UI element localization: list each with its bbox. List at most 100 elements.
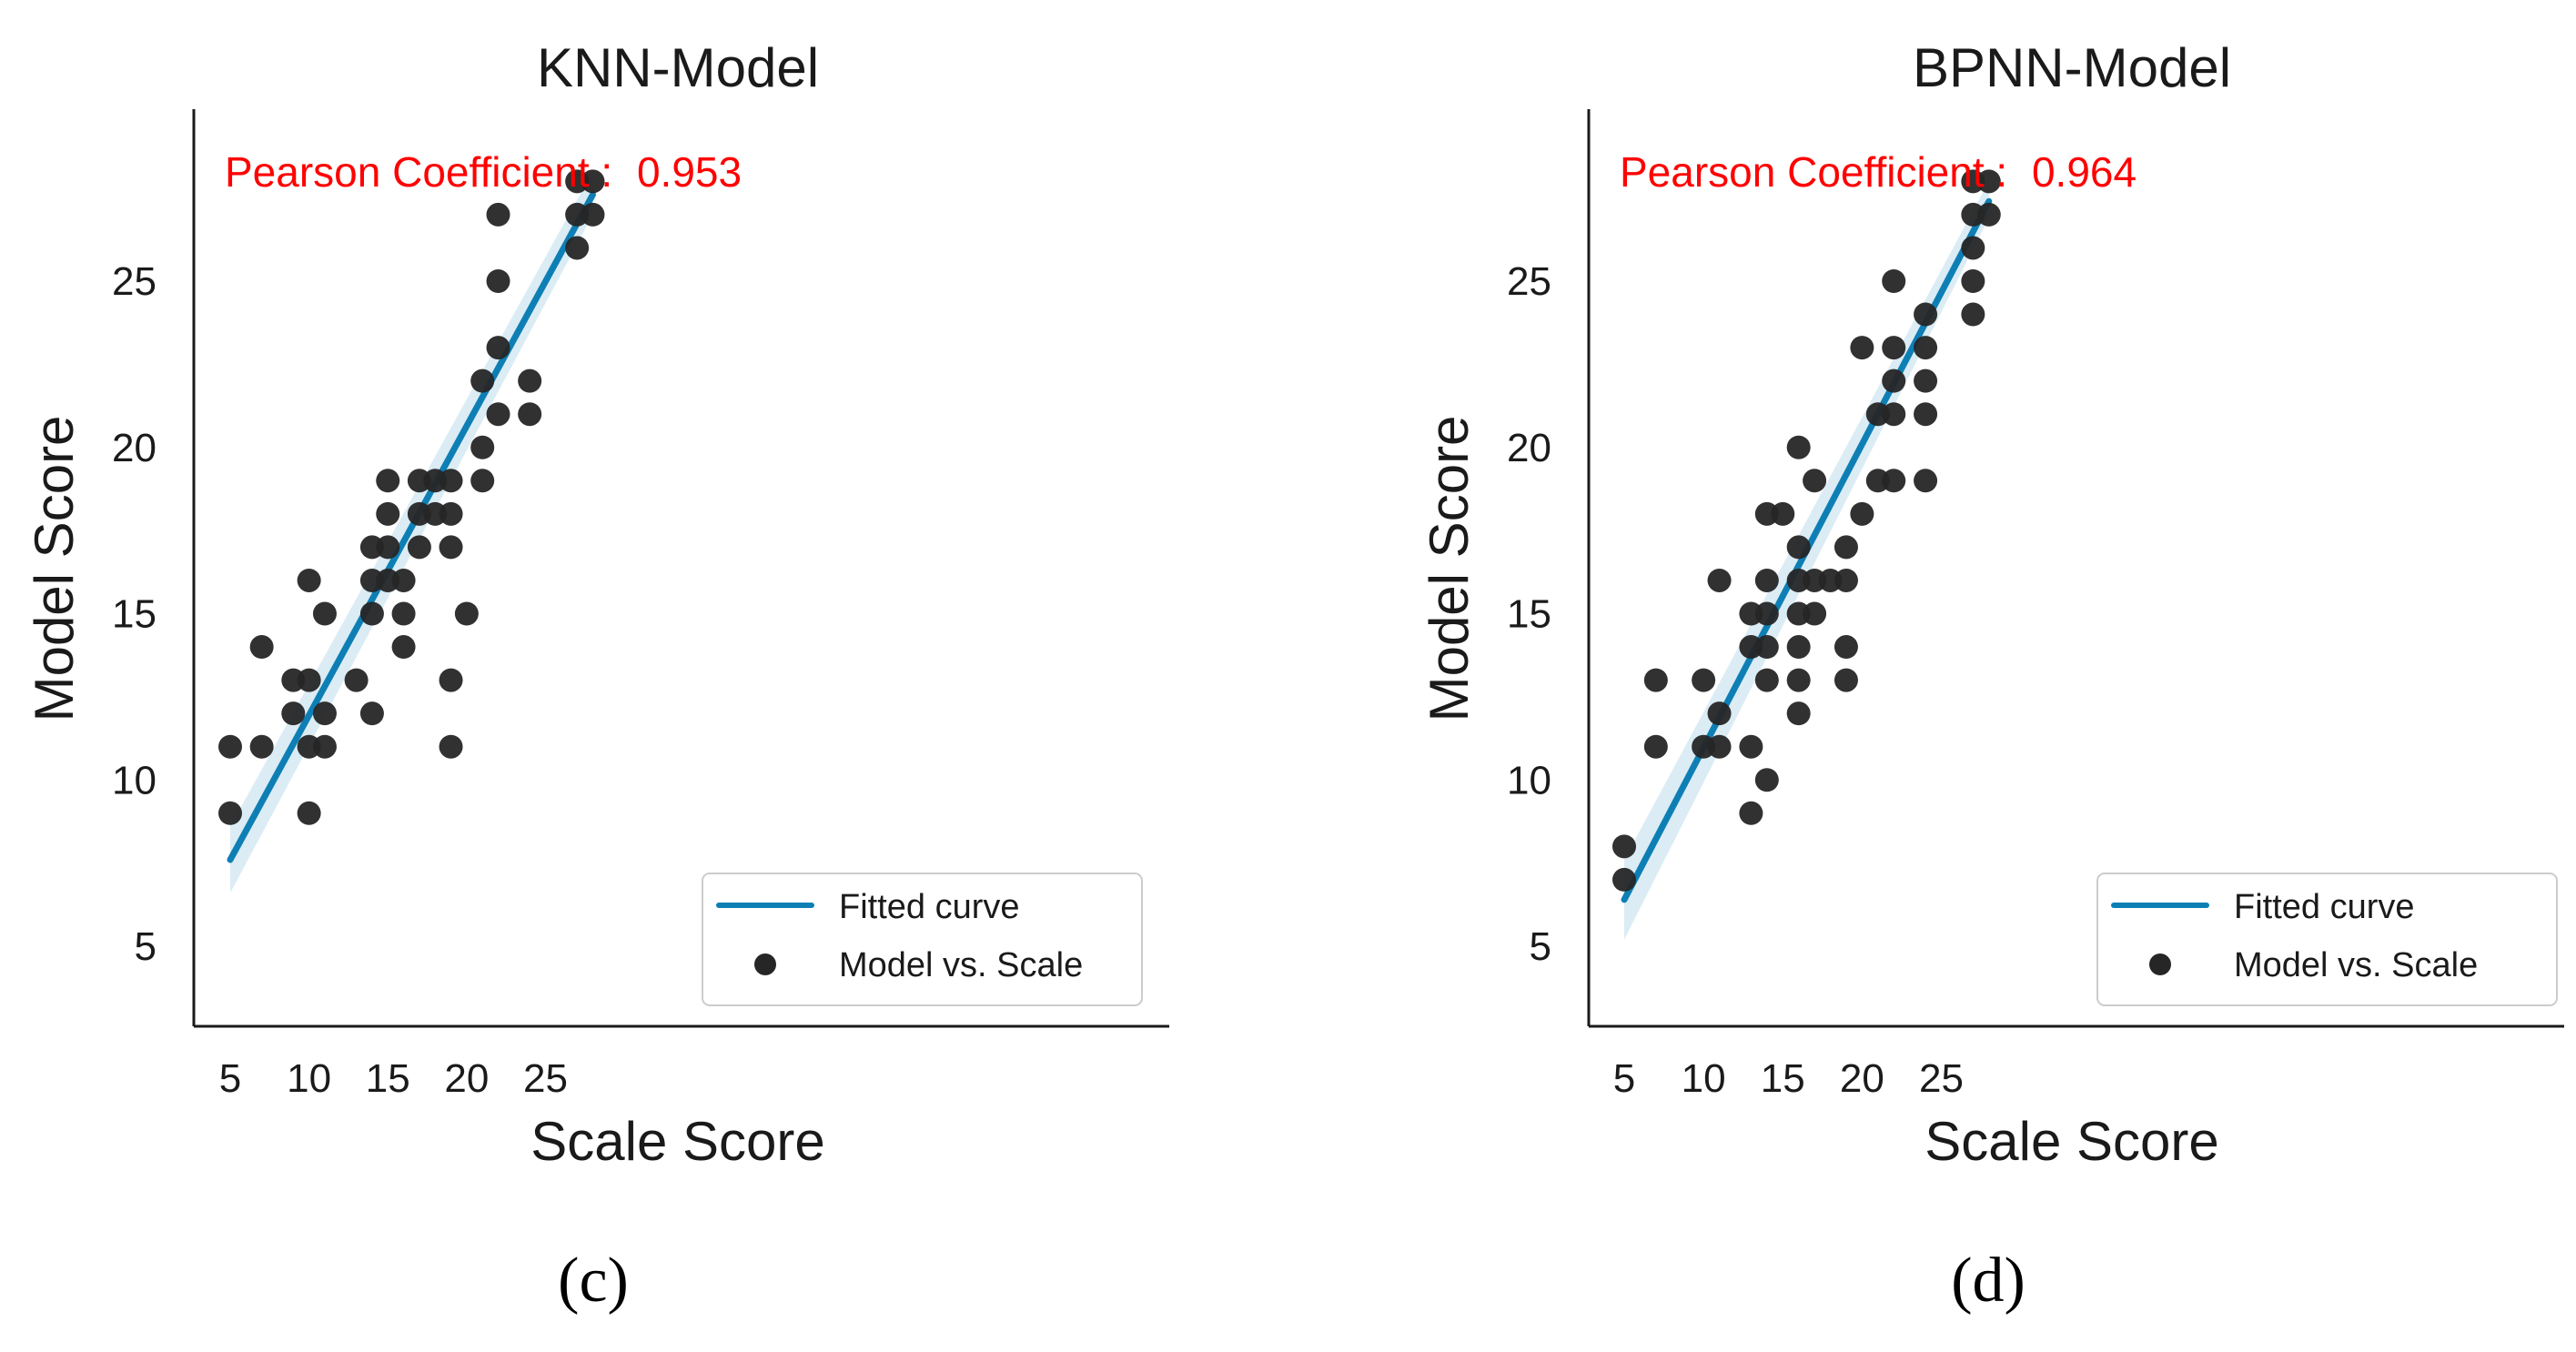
data-point [1786, 635, 1811, 660]
data-point [1754, 768, 1779, 792]
data-point [218, 801, 242, 825]
y-tick-label: 5 [1530, 924, 1551, 969]
data-point [376, 469, 400, 493]
data-point [1961, 269, 1985, 293]
data-point [439, 668, 463, 692]
data-point [1914, 402, 1938, 427]
fitted-curve [227, 191, 596, 863]
data-point [1643, 734, 1668, 759]
chart-panel-knn: KNN-Model 5 10 15 20 25 5 10 15 20 25 Pearson Co… [24, 37, 1169, 1316]
panel-caption: (c) [558, 1246, 629, 1316]
legend-label-fitted: Fitted curve [2234, 888, 2415, 926]
data-point [1803, 601, 1827, 626]
data-point [1914, 336, 1938, 360]
data-point [581, 169, 605, 194]
y-tick-label: 20 [112, 426, 157, 470]
data-point [1961, 302, 1985, 327]
y-axis-label: Model Score [24, 416, 85, 722]
pearson-label: Pearson Coefficient : [1620, 148, 2007, 196]
x-tick-label: 25 [523, 1056, 568, 1101]
pearson-annotation: Pearson Coefficient : 0.953 [225, 148, 742, 196]
data-point [312, 601, 337, 626]
data-point [1850, 501, 1874, 526]
y-tick-label: 15 [112, 592, 157, 637]
data-point [359, 701, 384, 726]
data-point [470, 469, 495, 493]
data-point [439, 501, 463, 526]
data-point [297, 801, 321, 825]
y-tick-labels: 5 10 15 20 25 [112, 259, 157, 969]
chart-panel-bpnn: BPNN-Model 5 10 15 20 25 5 10 15 20 25 Pearson C… [1419, 37, 2564, 1316]
legend-label-fitted: Fitted curve [839, 888, 1020, 926]
data-point [1739, 734, 1763, 759]
data-point [1834, 635, 1858, 660]
legend-dot-swatch [2149, 953, 2171, 975]
legend: Fitted curve Model vs. Scale [702, 873, 1143, 1006]
y-tick-label: 25 [112, 259, 157, 304]
data-point [470, 435, 495, 459]
data-point [407, 535, 431, 560]
legend-box [2096, 873, 2558, 1006]
y-tick-labels: 5 10 15 20 25 [1507, 259, 1551, 969]
x-axis-label: Scale Score [530, 1111, 825, 1172]
y-tick-label: 10 [1507, 758, 1551, 802]
data-point [359, 601, 384, 626]
legend-label-scatter: Model vs. Scale [839, 946, 1083, 984]
legend-label-scatter: Model vs. Scale [2234, 946, 2478, 984]
y-tick-label: 25 [1507, 259, 1551, 304]
data-point [1961, 236, 1985, 260]
data-point [1976, 169, 2001, 194]
x-tick-label: 5 [1613, 1056, 1635, 1101]
y-tick-label: 20 [1507, 426, 1551, 470]
data-point [297, 668, 321, 692]
data-point [1771, 501, 1795, 526]
x-tick-label: 10 [287, 1056, 331, 1101]
data-point [376, 535, 400, 560]
data-point [1786, 535, 1811, 560]
data-point [1976, 202, 2001, 227]
data-point [454, 601, 479, 626]
data-point [1754, 668, 1779, 692]
x-tick-label: 20 [444, 1056, 489, 1101]
data-point [581, 202, 605, 227]
data-point [1882, 269, 1906, 293]
chart-title: BPNN-Model [1913, 37, 2231, 98]
data-point [1914, 469, 1938, 493]
data-point [439, 535, 463, 560]
data-point [376, 501, 400, 526]
x-tick-label: 25 [1919, 1056, 1964, 1101]
y-axis-label: Model Score [1419, 416, 1480, 722]
data-point [565, 236, 590, 260]
x-axis-label: Scale Score [1924, 1111, 2219, 1172]
data-point [1707, 734, 1732, 759]
data-point [1914, 368, 1938, 393]
data-point [1707, 568, 1732, 592]
data-point [1754, 568, 1779, 592]
data-point [1850, 336, 1874, 360]
legend: Fitted curve Model vs. Scale [2096, 873, 2558, 1006]
fitted-line [227, 191, 596, 863]
x-tick-label: 15 [1761, 1056, 1805, 1101]
data-point [1786, 435, 1811, 459]
y-tick-label: 15 [1507, 592, 1551, 637]
data-point [391, 635, 416, 660]
data-point [1882, 469, 1906, 493]
data-point [439, 469, 463, 493]
pearson-label: Pearson Coefficient : [225, 148, 612, 196]
data-point [1754, 601, 1779, 626]
x-tick-label: 15 [366, 1056, 410, 1101]
data-point [1754, 635, 1779, 660]
data-point [486, 402, 510, 427]
data-point [1786, 668, 1811, 692]
data-point [1707, 701, 1732, 726]
data-point [1786, 701, 1811, 726]
data-point [1914, 302, 1938, 327]
data-point [486, 269, 510, 293]
confidence-band [1624, 181, 1989, 940]
data-point [249, 635, 274, 660]
data-point [1834, 668, 1858, 692]
y-tick-label: 10 [112, 758, 157, 802]
pearson-value: 0.953 [637, 148, 742, 196]
data-point [1834, 568, 1858, 592]
